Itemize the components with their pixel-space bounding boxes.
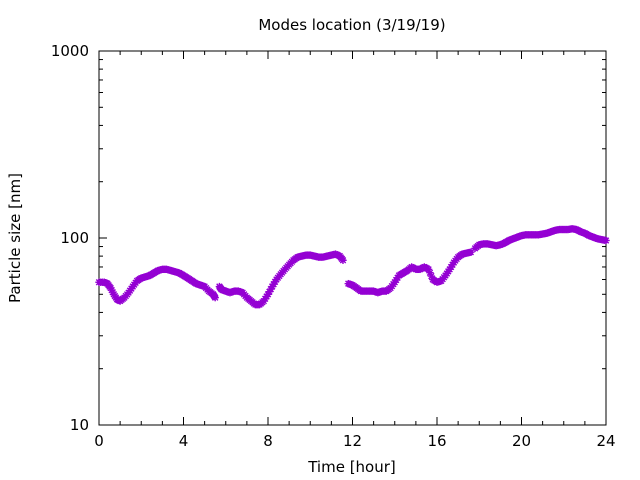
y-tick-label: 10 bbox=[70, 416, 89, 434]
x-tick-label: 4 bbox=[179, 432, 189, 450]
data-point bbox=[339, 256, 347, 264]
chart-title: Modes location (3/19/19) bbox=[258, 16, 445, 34]
y-tick-label: 100 bbox=[60, 229, 89, 247]
x-tick-label: 24 bbox=[596, 432, 615, 450]
x-tick-label: 16 bbox=[427, 432, 446, 450]
data-point bbox=[211, 293, 219, 302]
x-axis: 0 4 8 12 16 20 24 bbox=[94, 51, 616, 450]
x-tick-label: 12 bbox=[343, 432, 362, 450]
x-axis-label: Time [hour] bbox=[307, 458, 396, 476]
y-axis-label: Particle size [nm] bbox=[6, 173, 24, 303]
x-tick-label: 8 bbox=[263, 432, 273, 450]
y-axis: 10 100 1000 bbox=[51, 42, 606, 434]
x-tick-label: 0 bbox=[94, 432, 104, 450]
data-series bbox=[95, 225, 610, 309]
data-point bbox=[602, 236, 610, 245]
x-tick-label: 20 bbox=[512, 432, 531, 450]
y-tick-label: 1000 bbox=[51, 42, 89, 60]
